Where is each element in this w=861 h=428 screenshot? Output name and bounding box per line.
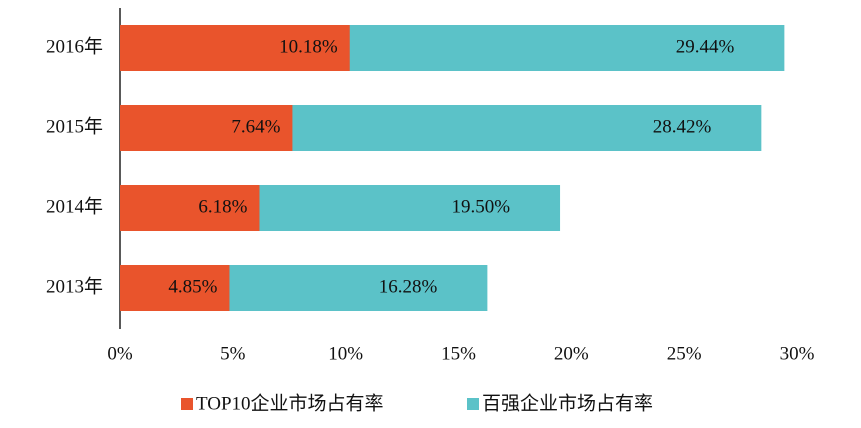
legend-swatch	[467, 398, 479, 410]
bar	[120, 185, 260, 231]
x-tick-label: 0%	[107, 343, 133, 364]
bar	[120, 265, 230, 311]
y-tick-label: 2014年	[46, 195, 103, 217]
y-tick-label: 2016年	[46, 35, 103, 57]
legend-label: 百强企业市场占有率	[482, 392, 653, 414]
y-tick-label: 2013年	[46, 275, 103, 297]
data-label: 4.85%	[168, 276, 217, 297]
x-tick-label: 10%	[328, 343, 363, 364]
data-label: 6.18%	[198, 196, 247, 217]
data-label: 28.42%	[653, 116, 712, 137]
data-label: 16.28%	[379, 276, 438, 297]
y-tick-label: 2015年	[46, 115, 103, 137]
data-label: 19.50%	[451, 196, 510, 217]
data-label: 29.44%	[676, 36, 735, 57]
x-tick-label: 20%	[554, 343, 589, 364]
bar	[120, 25, 350, 71]
bar	[120, 105, 293, 151]
legend-swatch	[181, 398, 193, 410]
legend-label: TOP10企业市场占有率	[196, 392, 384, 414]
x-tick-label: 25%	[667, 343, 702, 364]
data-label: 7.64%	[231, 116, 280, 137]
x-tick-label: 5%	[220, 343, 246, 364]
data-label: 10.18%	[279, 36, 338, 57]
x-tick-label: 30%	[780, 343, 815, 364]
x-tick-label: 15%	[441, 343, 476, 364]
